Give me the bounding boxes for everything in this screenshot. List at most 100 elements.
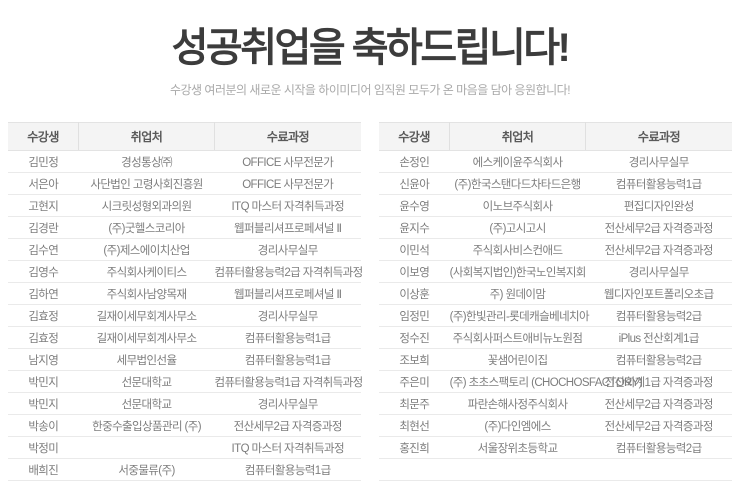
course-cell: OFFICE 사무전문가 [214,150,361,173]
student-name-cell: 박정미 [8,436,79,459]
student-name-cell: 최현선 [379,414,450,437]
table-row: 주은미 (주) 초초스팩토리 (CHOCHOSFACTORY) 전산회계1급 자격증… [379,370,732,393]
employer-cell: (주)고시고시 [449,216,586,239]
employer-cell: 사단법인 고령사회진흥원 [78,172,215,195]
table-row: 임정민 (주)한빛관리-롯데캐슬베네치아 컴퓨터활용능력2급 [379,304,732,327]
course-cell: 경리사무실무 [585,260,732,283]
course-cell: 컴퓨터활용능력2급 [585,436,732,459]
student-name-cell: 윤수영 [379,194,450,217]
student-name-cell: 서은아 [8,172,79,195]
table-row: 남지영 세무법인선율 컴퓨터활용능력1급 [8,348,361,371]
student-name-cell: 김효정 [8,326,79,349]
table-row: 김경란 (주)굿헬스코리아 웹퍼블리셔프로페셔널 Ⅱ [8,216,361,239]
student-name-cell [379,458,450,481]
table-row: 박민지 선문대학교 컴퓨터활용능력1급 자격취득과정 [8,370,363,393]
student-name-cell: 정수진 [379,326,450,349]
table-header-row: 수강생 취업처 수료과정 [379,122,732,151]
table-row: 김하연 주식회사남양목재 웹퍼블리셔프로페셔널 Ⅱ [8,282,361,305]
student-name-cell: 임정민 [379,304,450,327]
course-cell: OFFICE 사무전문가 [214,172,361,195]
table-row [379,458,732,481]
table-row: 이민석 주식회사비스컨애드 전산세무2급 자격증과정 [379,238,732,261]
student-name-cell: 김민정 [8,150,79,173]
table-row: 김영수 주식회사케이티스 컴퓨터활용능력2급 자격취득과정 [8,260,363,283]
employer-cell: 길재이세무회계사무소 [78,304,215,327]
course-cell: 웹퍼블리셔프로페셔널 Ⅱ [214,216,361,239]
course-cell: ITQ 마스터 자격취득과정 [214,194,361,217]
table-row: 조보희 꽃샘어린이집 컴퓨터활용능력2급 [379,348,732,371]
table-row: 최문주 파란손해사정주식회사 전산세무2급 자격증과정 [379,392,732,415]
course-cell: 경리사무실무 [214,392,361,415]
student-name-cell: 김하연 [8,282,79,305]
column-header-student: 수강생 [8,122,80,151]
employment-tables: 수강생 취업처 수료과정 김민정 경성통상㈜ OFFICE 사무전문가 서은아 사단법인… [0,122,740,481]
course-cell: 컴퓨터활용능력1급 [214,326,361,349]
table-body-left: 김민정 경성통상㈜ OFFICE 사무전문가 서은아 사단법인 고령사회진흥원 OFFIC… [8,150,363,481]
table-row: 윤수영 이노브주식회사 편집디자인완성 [379,194,732,217]
column-header-employer: 취업처 [78,122,215,151]
table-row: 신윤아 (주)한국스탠다드차타드은행 컴퓨터활용능력1급 [379,172,732,195]
column-header-course: 수료과정 [585,122,732,151]
course-cell: 전산세무2급 자격증과정 [585,238,732,261]
column-header-student: 수강생 [379,122,451,151]
course-cell: 컴퓨터활용능력1급 [214,348,361,371]
student-name-cell: 조보희 [379,348,450,371]
employer-cell: 서울장위초등학교 [449,436,586,459]
table-row: 최현선 (주)다인엠에스 전산세무2급 자격증과정 [379,414,732,437]
page-subtitle: 수강생 여러분의 새로운 시작을 하이미디어 임직원 모두가 온 마음을 담아 … [169,83,571,97]
student-name-cell: 김효정 [8,304,79,327]
course-cell: 컴퓨터활용능력2급 [585,348,732,371]
student-name-cell: 신윤아 [379,172,450,195]
course-cell: 컴퓨터활용능력1급 자격취득과정 [214,370,363,393]
employer-cell: 세무법인선율 [78,348,215,371]
employer-cell: 주) 원데이맘 [449,282,586,305]
student-name-cell: 이민석 [379,238,450,261]
course-cell: 전산세무2급 자격증과정 [214,414,361,437]
course-cell: 경리사무실무 [585,150,732,173]
employer-cell: 파란손해사정주식회사 [449,392,586,415]
employer-cell [449,458,586,481]
employer-cell: 주식회사퍼스트애비뉴노원점 [449,326,586,349]
employment-table-right: 수강생 취업처 수료과정 손정인 에스케이윤주식회사 경리사무실무 신윤아 (주)한국스… [379,122,732,481]
employer-cell: 선문대학교 [78,370,215,393]
employer-cell: (주)한빛관리-롯데캐슬베네치아 [449,304,590,327]
table-row: 이보영 (사회복지법인)한국노인복지회 경리사무실무 [379,260,732,283]
student-name-cell: 박송이 [8,414,79,437]
table-row: 손정인 에스케이윤주식회사 경리사무실무 [379,150,732,173]
student-name-cell: 고현지 [8,194,79,217]
employer-cell [78,436,215,459]
employer-cell: 꽃샘어린이집 [449,348,586,371]
employer-cell: 주식회사남양목재 [78,282,215,305]
course-cell: 전산세무2급 자격증과정 [585,414,732,437]
table-row: 김수연 (주)제스에이치산업 경리사무실무 [8,238,361,261]
table-row: 정수진 주식회사퍼스트애비뉴노원점 iPlus 전산회계1급 [379,326,732,349]
course-cell: 컴퓨터활용능력1급 [585,172,732,195]
congrats-header: 성공취업을 축하드립니다! 수강생 여러분의 새로운 시작을 하이미디어 임직원… [0,0,740,98]
employer-cell: (사회복지법인)한국노인복지회 [449,260,586,283]
student-name-cell: 김영수 [8,260,79,283]
course-cell: 컴퓨터활용능력2급 자격취득과정 [214,260,363,283]
student-name-cell: 박민지 [8,392,79,415]
course-cell: 전산회계1급 자격증과정 [585,370,732,393]
table-row: 배희진 서중물류(주) 컴퓨터활용능력1급 [8,458,361,481]
table-row: 홍진희 서울장위초등학교 컴퓨터활용능력2급 [379,436,732,459]
course-cell: 웹디자인포트폴리오초급 [585,282,732,305]
student-name-cell: 이상훈 [379,282,450,305]
employer-cell: (주)다인엠에스 [449,414,586,437]
student-name-cell: 손정인 [379,150,450,173]
employer-cell: 서중물류(주) [78,458,215,481]
student-name-cell: 최문주 [379,392,450,415]
student-name-cell: 김경란 [8,216,79,239]
table-row: 고현지 시크릿성형외과의원 ITQ 마스터 자격취득과정 [8,194,361,217]
student-name-cell: 남지영 [8,348,79,371]
course-cell: 편집디자인완성 [585,194,732,217]
column-header-employer: 취업처 [449,122,586,151]
table-row: 이상훈 주) 원데이맘 웹디자인포트폴리오초급 [379,282,732,305]
employer-cell: (주)굿헬스코리아 [78,216,215,239]
table-row: 김효정 길재이세무회계사무소 경리사무실무 [8,304,361,327]
course-cell: 전산세무2급 자격증과정 [585,392,732,415]
table-row: 김민정 경성통상㈜ OFFICE 사무전문가 [8,150,361,173]
employer-cell: 시크릿성형외과의원 [78,194,215,217]
table-row: 박송이 한중수출입상품관리 (주) 전산세무2급 자격증과정 [8,414,361,437]
course-cell: 웹퍼블리셔프로페셔널 Ⅱ [214,282,361,305]
